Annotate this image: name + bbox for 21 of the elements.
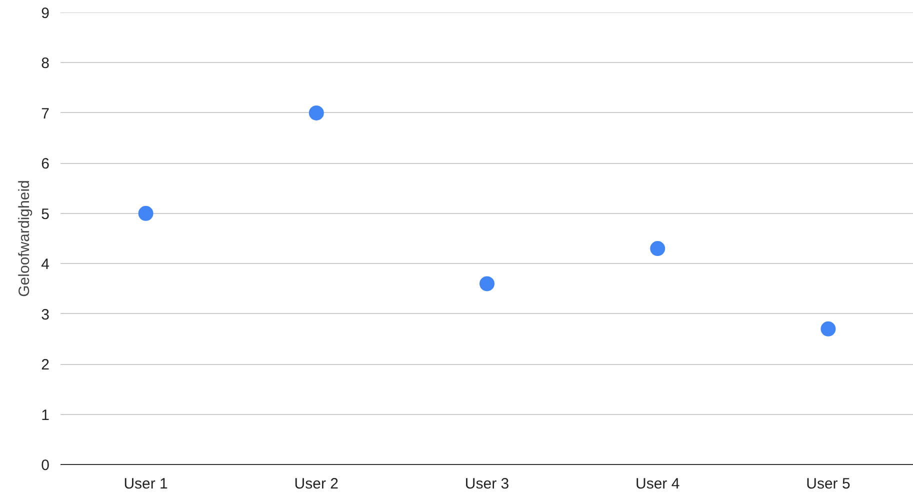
- y-tick-label: 1: [41, 406, 50, 424]
- y-tick-label: 0: [41, 457, 50, 474]
- y-tick-label: 5: [41, 206, 50, 223]
- y-tick-label: 6: [41, 156, 50, 173]
- y-axis-title: Geloofwardigheid: [16, 180, 34, 297]
- point: [138, 206, 154, 221]
- point: [480, 276, 494, 292]
- y-tick-label: 2: [41, 356, 50, 374]
- point: [308, 105, 324, 120]
- x-tick-label: User 4: [636, 476, 680, 492]
- y-tick-label: 4: [41, 256, 50, 274]
- y-tick-label: 9: [41, 5, 50, 22]
- point: [650, 241, 666, 256]
- y-tick-label: 3: [41, 306, 50, 324]
- y-tick-label: 8: [41, 55, 50, 72]
- x-tick-label: User 5: [806, 476, 850, 492]
- point: [820, 321, 836, 336]
- y-tick-label: 7: [41, 105, 50, 122]
- x-tick-label: User 2: [294, 476, 338, 492]
- x-tick-label: User 3: [464, 476, 510, 492]
- x-tick-label: User 1: [124, 476, 168, 492]
